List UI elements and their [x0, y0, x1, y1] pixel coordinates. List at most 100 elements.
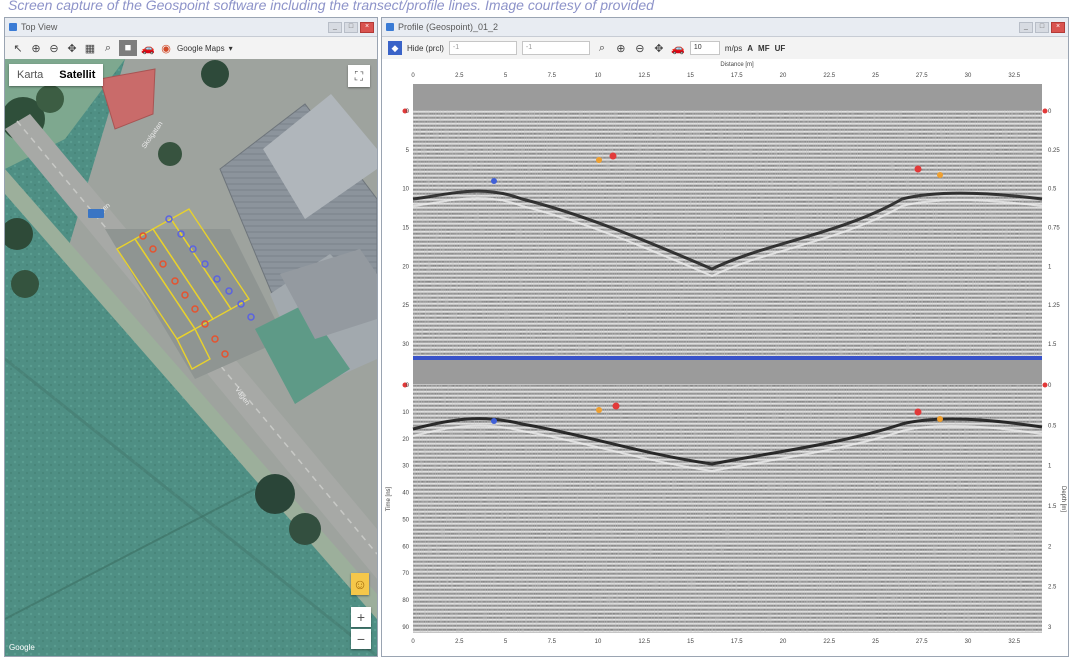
uf-button[interactable]: UF: [774, 43, 786, 53]
zoom-out-icon[interactable]: ⊖: [635, 42, 645, 55]
marker-orange: [937, 172, 943, 178]
marker-red: [914, 408, 922, 416]
zoom-in-button[interactable]: +: [351, 607, 371, 627]
distance-tick-label: 22.5: [823, 73, 835, 79]
time-tick-label: 20: [402, 264, 409, 270]
distance-tick-label: 17.5: [731, 73, 743, 79]
top-view-toolbar: ↖ ⊕ ⊖ ✥ ▦ ⌕ ■ 🚗 ◉ Google Maps ▾: [5, 37, 377, 60]
maximize-button[interactable]: □: [1035, 21, 1049, 33]
marker-orange: [937, 416, 943, 422]
marker-red: [1042, 382, 1048, 388]
time-ticks-top: 0 5 10 15 20 25 30: [402, 109, 409, 348]
depth-tick-label: 0: [1048, 109, 1052, 115]
street-view-pegman-icon[interactable]: ☺: [351, 573, 369, 595]
search-icon[interactable]: ⌕: [104, 41, 112, 54]
lower-radargram: [412, 360, 1043, 633]
distance-tick-label: 30: [965, 73, 972, 79]
zoom-in-icon[interactable]: ⊕: [616, 42, 626, 55]
depth-tick-label: 2.5: [1048, 585, 1057, 591]
depth-tick-label: 0.25: [1048, 148, 1060, 154]
marker-red: [914, 165, 922, 173]
marker-blue: [491, 418, 497, 424]
radargram-panel[interactable]: Distance [m] 0 2.5 5 7.5 10 12.5 15 17.5 20 22.5 2…: [382, 59, 1068, 656]
zoom-out-button[interactable]: −: [351, 629, 371, 649]
pan-icon[interactable]: ✥: [67, 42, 77, 55]
profile-window: Profile (Geospoint)_01_2 _ □ × ◆ Hide (p…: [381, 17, 1069, 657]
distance-tick-label: 12.5: [638, 639, 650, 645]
close-button[interactable]: ×: [360, 21, 374, 33]
time-tick-label: 80: [402, 598, 409, 604]
vehicle-icon[interactable]: 🚗: [671, 42, 685, 55]
depth-ticks-top: 0 0.25 0.5 0.75 1 1.25 1.5: [1048, 109, 1060, 348]
depth-tick-label: 0.5: [1048, 187, 1057, 193]
velocity-field[interactable]: 10: [689, 41, 720, 55]
gain-field-b[interactable]: -1: [521, 41, 590, 55]
grid-icon[interactable]: ▦: [84, 42, 96, 55]
app-icon: [9, 23, 17, 31]
top-view-window: Top View _ □ × ↖ ⊕ ⊖ ✥ ▦ ⌕ ■ 🚗 ◉ Google …: [4, 17, 378, 657]
layer-toggle-button[interactable]: ■: [119, 40, 137, 56]
satellite-map[interactable]: Skolgatan Vägen Vägen: [5, 59, 377, 656]
map-type-karta[interactable]: Karta: [17, 69, 44, 81]
top-view-titlebar[interactable]: Top View _ □ ×: [5, 18, 377, 37]
marker-red: [402, 108, 408, 114]
chevron-down-icon[interactable]: ▾: [228, 43, 233, 53]
mf-button[interactable]: MF: [758, 43, 770, 53]
distance-tick-label: 5: [504, 639, 508, 645]
time-tick-label: 0: [406, 109, 410, 115]
distance-tick-label: 2.5: [455, 639, 464, 645]
map-source-dropdown[interactable]: Google Maps: [177, 43, 225, 53]
distance-tick-label: 20: [780, 73, 787, 79]
minimize-button[interactable]: _: [1019, 21, 1033, 33]
distance-tick-label: 15: [687, 639, 694, 645]
radargram-plot[interactable]: Distance [m] 0 2.5 5 7.5 10 12.5 15 17.5 20 22.5 2…: [382, 59, 1068, 656]
search-icon[interactable]: ⌕: [598, 41, 605, 54]
distance-tick-label: 25: [872, 639, 879, 645]
mode-a-button[interactable]: A: [747, 43, 754, 53]
time-axis-label: Time [ns]: [386, 486, 392, 511]
distance-tick-label: 10: [595, 73, 602, 79]
zoom-in-icon[interactable]: ⊕: [31, 42, 41, 55]
vehicle-icon[interactable]: 🚗: [141, 42, 155, 55]
distance-tick-label: 22.5: [823, 639, 835, 645]
marker-blue: [491, 178, 497, 184]
distance-ticks-bottom: 0 2.5 5 7.5 10 12.5 15 17.5 20 22.5 25 27.5 30 32.5: [411, 639, 1020, 645]
maximize-button[interactable]: □: [344, 21, 358, 33]
profile-titlebar[interactable]: Profile (Geospoint)_01_2 _ □ ×: [382, 18, 1068, 37]
map-type-control: Karta Satellit: [9, 64, 104, 86]
depth-axis-label: Depth [m]: [1060, 486, 1066, 512]
upper-radargram: [412, 84, 1043, 356]
layer-icon[interactable]: ◆: [388, 41, 402, 55]
zoom-out-icon[interactable]: ⊖: [49, 42, 59, 55]
pan-icon[interactable]: ✥: [654, 42, 664, 55]
marker-red: [612, 402, 620, 410]
layer-dropdown[interactable]: Hide (prcl): [407, 43, 444, 53]
close-button[interactable]: ×: [1051, 21, 1065, 33]
distance-tick-label: 12.5: [638, 73, 650, 79]
marker-orange: [596, 157, 602, 163]
fullscreen-icon[interactable]: ⛶: [348, 65, 370, 87]
time-tick-label: 25: [402, 303, 409, 309]
map-pin-icon[interactable]: ◉: [161, 42, 171, 55]
pointer-icon[interactable]: ↖: [13, 42, 23, 55]
minimize-button[interactable]: _: [328, 21, 342, 33]
depth-ticks-bottom: 0 0.5 1 1.5 2 2.5 3: [1048, 383, 1057, 631]
distance-tick-label: 20: [780, 639, 787, 645]
distance-tick-label: 15: [687, 73, 694, 79]
depth-tick-label: 0.5: [1048, 423, 1057, 429]
gain-field-a[interactable]: -1: [448, 41, 517, 55]
distance-tick-label: 0: [411, 73, 415, 79]
time-tick-label: 0: [406, 383, 410, 389]
time-tick-label: 70: [402, 571, 409, 577]
time-tick-label: 5: [406, 148, 410, 154]
marker-red: [1042, 108, 1048, 114]
depth-tick-label: 1.5: [1048, 504, 1057, 510]
time-tick-label: 10: [402, 187, 409, 193]
distance-tick-label: 2.5: [455, 73, 464, 79]
depth-tick-label: 3: [1048, 625, 1052, 631]
map-type-satellit[interactable]: Satellit: [59, 69, 96, 81]
distance-tick-label: 7.5: [548, 73, 557, 79]
depth-tick-label: 0.75: [1048, 226, 1060, 232]
depth-tick-label: 1.5: [1048, 342, 1057, 348]
time-tick-label: 30: [402, 342, 409, 348]
